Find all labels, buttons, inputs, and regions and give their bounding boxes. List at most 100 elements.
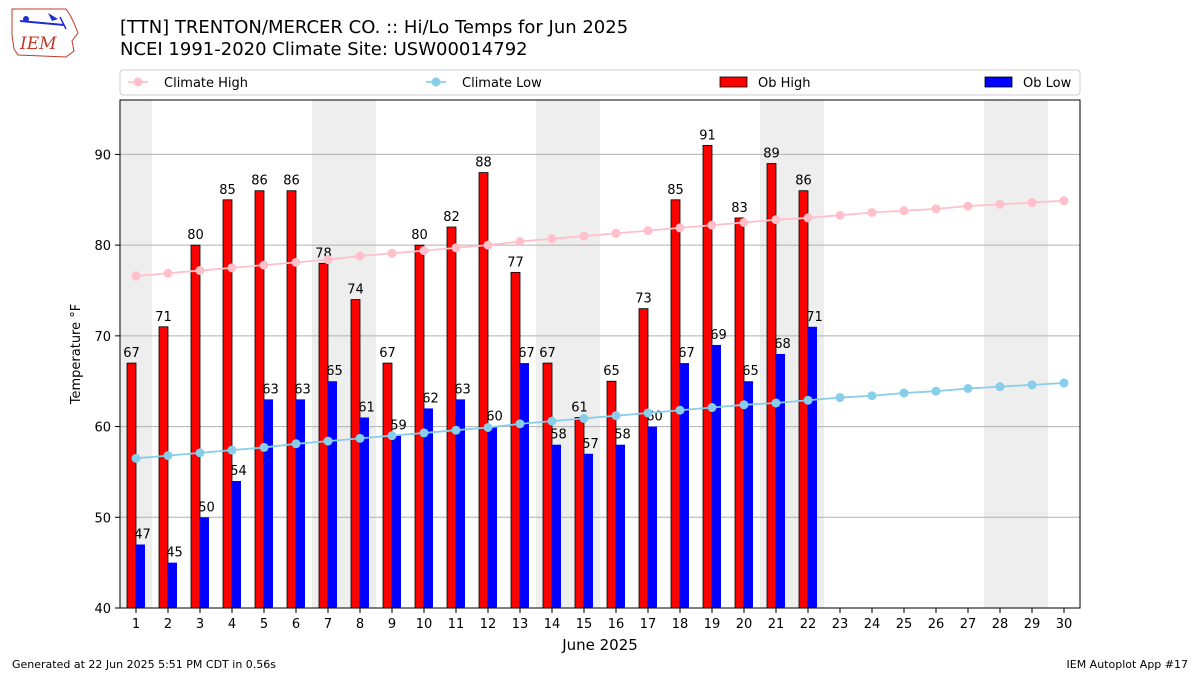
climate-high-point: [995, 199, 1005, 209]
climate-low-point: [739, 400, 749, 410]
climate-high-point: [323, 255, 333, 265]
y-tick-label: 40: [94, 602, 111, 617]
ob-low-bar: [200, 517, 209, 608]
climate-low-point: [675, 405, 685, 415]
ob-low-bar: [488, 426, 497, 608]
ob-high-bar: [734, 217, 745, 609]
x-tick-label: 28: [992, 617, 1009, 632]
app-footer: IEM Autoplot App #17: [1066, 658, 1189, 671]
legend-climate-low-label: Climate Low: [462, 76, 542, 91]
x-tick-label: 21: [768, 617, 785, 632]
ob-low-bar: [616, 444, 625, 608]
x-tick-label: 13: [512, 617, 529, 632]
climate-low-point: [611, 411, 621, 421]
climate-low-point: [163, 451, 173, 461]
climate-low-line: [135, 382, 1065, 460]
climate-low-point: [643, 408, 653, 418]
y-tick-label: 60: [94, 421, 111, 436]
x-tick-label: 25: [896, 617, 913, 632]
climate-high-point: [643, 226, 653, 236]
ob-low-label: 63: [262, 382, 279, 397]
ob-low-label: 67: [678, 346, 695, 361]
ob-high-label: 77: [507, 255, 524, 270]
x-tick-label: 16: [608, 617, 625, 632]
ob-high-bar: [638, 308, 649, 609]
climate-high-point: [611, 228, 621, 238]
legend-ob-low-label: Ob Low: [1023, 76, 1072, 91]
ob-low-bar: [168, 562, 177, 608]
ob-low-label: 50: [198, 500, 215, 515]
climate-high-point: [483, 240, 493, 250]
ob-low-label: 45: [166, 546, 183, 561]
climate-low-point: [355, 433, 365, 443]
climate-high-point: [771, 215, 781, 225]
climate-high-point: [387, 248, 397, 258]
ob-high-label: 61: [571, 401, 588, 416]
climate-low-point: [131, 453, 141, 463]
x-tick-label: 4: [228, 617, 236, 632]
chart-title-line1: [TTN] TRENTON/MERCER CO. :: Hi/Lo Temps …: [120, 17, 629, 38]
ob-high-bar: [382, 362, 393, 609]
x-tick-label: 22: [800, 617, 817, 632]
climate-low-point: [195, 448, 205, 458]
legend-climate-high-marker: [133, 77, 143, 87]
climate-high-point: [291, 257, 301, 267]
climate-low-point: [835, 393, 845, 403]
climate-high-point: [259, 260, 269, 270]
legend-box: [119, 69, 1081, 96]
ob-high-label: 85: [667, 183, 684, 198]
ob-high-label: 86: [795, 174, 812, 189]
climate-low-point: [515, 419, 525, 429]
generated-footer: Generated at 22 Jun 2025 5:51 PM CDT in …: [12, 658, 277, 671]
ob-high-label: 83: [731, 201, 748, 216]
y-tick-label: 70: [94, 330, 111, 345]
climate-low-point: [547, 416, 557, 426]
ob-low-label: 62: [422, 391, 439, 406]
ob-high-label: 67: [379, 346, 396, 361]
climate-low-point: [707, 403, 717, 413]
x-tick-label: 17: [640, 617, 657, 632]
climate-low-point: [803, 395, 813, 405]
ob-low-label: 57: [582, 437, 599, 452]
climate-low-point: [995, 382, 1005, 392]
ob-low-label: 47: [134, 528, 151, 543]
x-tick-label: 9: [388, 617, 396, 632]
ob-low-bar: [520, 363, 529, 608]
x-tick-label: 8: [356, 617, 364, 632]
ob-low-label: 63: [294, 382, 311, 397]
ob-low-label: 63: [454, 382, 471, 397]
x-tick-label: 24: [864, 617, 881, 632]
x-tick-label: 6: [292, 617, 300, 632]
climate-low-point: [259, 442, 269, 452]
weekend-band: [984, 100, 1016, 608]
iem-logo: IEM: [11, 8, 79, 58]
ob-high-label: 65: [603, 364, 620, 379]
climate-high-point: [739, 217, 749, 227]
climate-high-point: [931, 204, 941, 214]
climate-high-point: [963, 201, 973, 211]
ob-low-label: 65: [326, 364, 343, 379]
x-tick-label: 2: [164, 617, 172, 632]
ob-high-bar: [158, 326, 169, 609]
ob-low-label: 58: [550, 428, 567, 443]
x-tick-label: 20: [736, 617, 753, 632]
ob-low-bar: [552, 444, 561, 608]
ob-high-label: 67: [539, 346, 556, 361]
x-tick-label: 14: [544, 617, 561, 632]
climate-high-point: [547, 234, 557, 244]
x-tick-label: 30: [1056, 617, 1073, 632]
ob-high-bar: [702, 144, 713, 609]
ob-low-bar: [360, 417, 369, 608]
ob-low-label: 71: [806, 310, 823, 325]
ob-high-bar: [414, 244, 425, 609]
ob-high-bar: [446, 226, 457, 609]
climate-low-point: [867, 391, 877, 401]
ob-low-label: 69: [710, 328, 727, 343]
climate-low-point: [323, 436, 333, 446]
x-tick-label: 1: [132, 617, 140, 632]
ob-high-label: 74: [347, 283, 364, 298]
legend-ob-high-swatch: [719, 76, 748, 88]
climate-high-point: [1059, 196, 1069, 206]
climate-low-point: [227, 445, 237, 455]
